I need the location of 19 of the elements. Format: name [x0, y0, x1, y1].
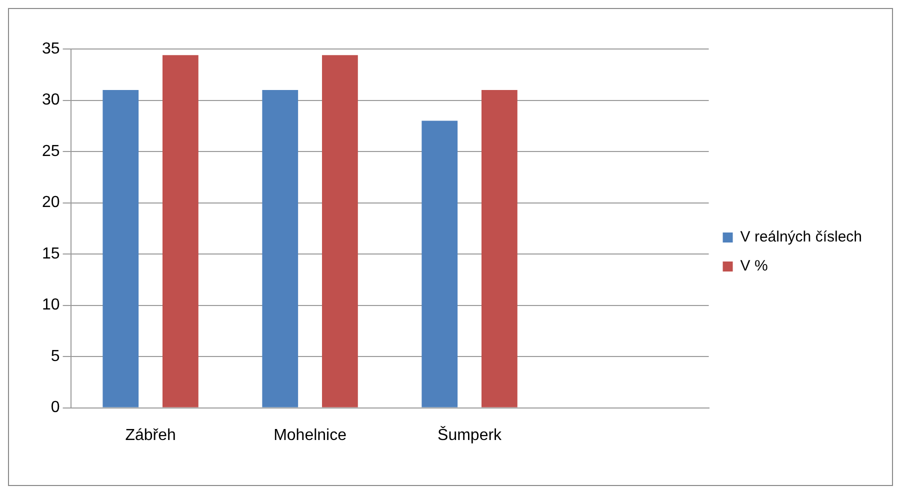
- bar: [162, 55, 198, 408]
- x-tick-label: Mohelnice: [274, 426, 347, 444]
- bar: [262, 90, 298, 408]
- y-tick-label: 25: [42, 142, 60, 160]
- bar: [482, 90, 518, 408]
- bar: [322, 55, 358, 408]
- y-tick-label: 10: [42, 296, 60, 314]
- y-tick-label: 35: [42, 40, 60, 58]
- legend-label: V reálných číslech: [740, 228, 862, 246]
- x-tick-label: Šumperk: [438, 426, 503, 444]
- y-tick-label: 15: [42, 245, 60, 262]
- y-tick-label: 5: [50, 348, 60, 365]
- bar: [102, 90, 139, 408]
- bar: [422, 120, 458, 408]
- x-tick-label: Zábřeh: [125, 426, 176, 444]
- y-tick-label: 30: [42, 92, 60, 109]
- y-tick-label: 20: [42, 194, 60, 212]
- legend-label: V %: [740, 258, 768, 275]
- y-tick-label: 0: [50, 399, 60, 416]
